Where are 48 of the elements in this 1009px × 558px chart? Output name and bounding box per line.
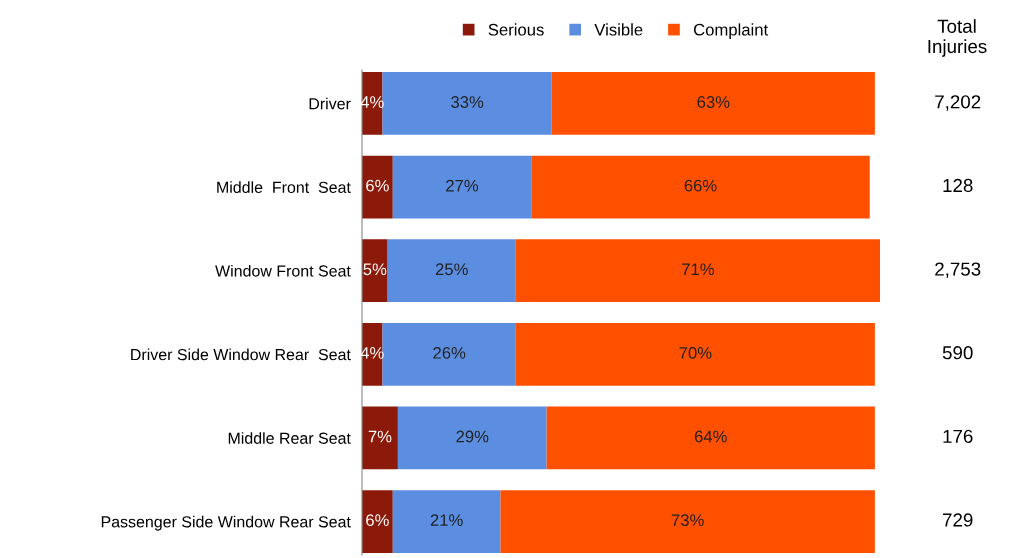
bar bbox=[546, 406, 875, 470]
text: 176 bbox=[943, 429, 973, 443]
bar bbox=[500, 490, 875, 553]
bar bbox=[515, 322, 875, 386]
data-label: 5% bbox=[363, 263, 387, 276]
text: 590 bbox=[942, 346, 973, 360]
y-tick-label: Driver Side Window Rear Seat bbox=[131, 348, 351, 361]
bar bbox=[551, 72, 875, 135]
bar bbox=[515, 239, 880, 303]
bar bbox=[392, 490, 501, 553]
data-label: 63% bbox=[697, 96, 730, 108]
data-label: 29% bbox=[456, 430, 489, 443]
data-label: 7% bbox=[368, 430, 392, 443]
text: Total Injuries bbox=[928, 19, 987, 57]
bar bbox=[362, 406, 398, 470]
bar bbox=[382, 322, 516, 386]
legend-label: Complaint bbox=[693, 23, 769, 39]
data-label: 21% bbox=[430, 514, 463, 526]
data-label: 64% bbox=[694, 430, 727, 443]
data-label: 71% bbox=[682, 263, 715, 276]
bar bbox=[531, 155, 870, 219]
data-label: 27% bbox=[446, 179, 479, 192]
data-label: 6% bbox=[366, 179, 389, 192]
y-tick-label: Window Front Seat bbox=[215, 264, 351, 277]
bar bbox=[362, 490, 393, 553]
data-label: 70% bbox=[679, 346, 712, 359]
data-label: 33% bbox=[451, 96, 484, 108]
y-tick-label: Passenger Side Window Rear Seat bbox=[101, 515, 351, 531]
legend-label: Visible bbox=[594, 23, 643, 36]
bar bbox=[397, 406, 547, 470]
data-label: 73% bbox=[671, 514, 704, 527]
y-tick-label: Middle Front Seat bbox=[217, 181, 351, 194]
text: 7,202 bbox=[935, 95, 981, 111]
y-tick-label: Driver bbox=[309, 97, 351, 110]
legend-label: Serious bbox=[488, 23, 544, 36]
data-label: 25% bbox=[435, 263, 468, 276]
text: 729 bbox=[943, 513, 973, 527]
bar bbox=[362, 155, 393, 219]
bar bbox=[362, 239, 388, 303]
text: 2,753 bbox=[935, 262, 981, 278]
bar bbox=[382, 72, 552, 135]
bar bbox=[392, 155, 532, 219]
bar bbox=[387, 239, 516, 303]
y-tick-label: Middle Rear Seat bbox=[228, 432, 351, 444]
data-label: 66% bbox=[684, 179, 717, 192]
text: 128 bbox=[943, 178, 973, 193]
data-label: 6% bbox=[366, 514, 389, 527]
data-label: 26% bbox=[433, 346, 466, 359]
